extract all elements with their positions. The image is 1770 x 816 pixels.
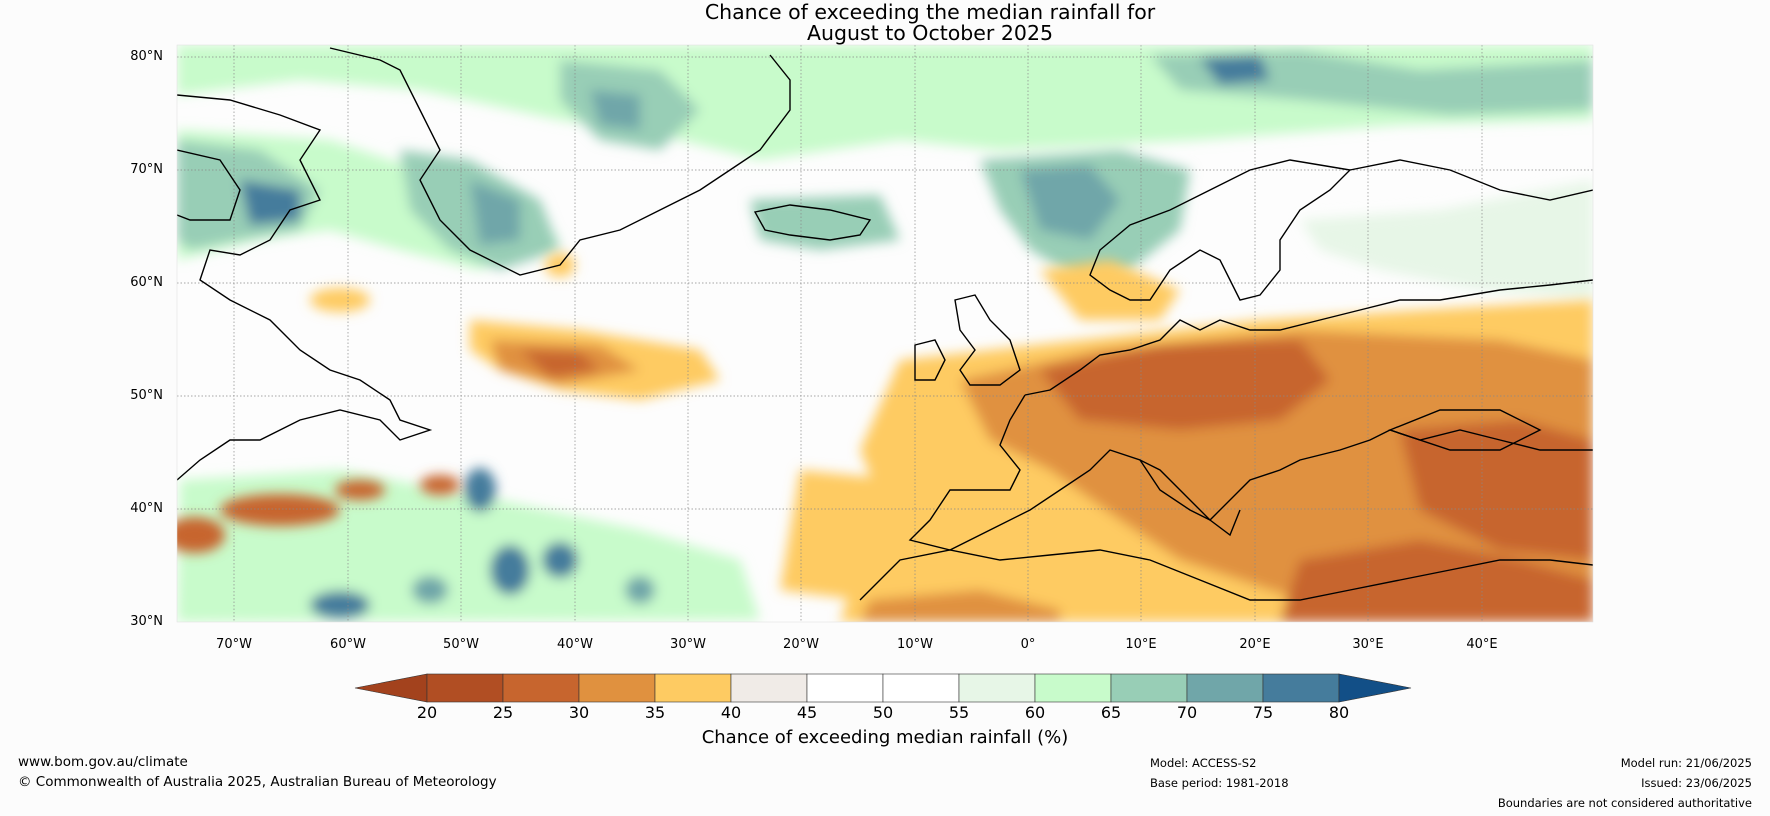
rainfall-field: [177, 45, 1593, 622]
dry-anomaly-areas: [177, 253, 1593, 622]
lat-label-80n: 80°N: [130, 49, 163, 64]
boundaries-disclaimer: Boundaries are not considered authoritat…: [1497, 796, 1752, 810]
lat-label-40n: 40°N: [130, 501, 163, 516]
website-link[interactable]: www.bom.gov.au/climate: [18, 754, 188, 770]
colorbar-label: Chance of exceeding median rainfall (%): [701, 727, 1069, 748]
base-period: Base period: 1981-2018: [1150, 776, 1289, 790]
issued-date: Issued: 23/06/2025: [1641, 776, 1752, 790]
lon-label-20w: 20°W: [783, 637, 819, 652]
model-run-date: Model run: 21/06/2025: [1620, 756, 1752, 770]
map-title-line2: August to October 2025: [806, 21, 1054, 45]
colorbar-segment-25: [502, 673, 580, 703]
lat-label-50n: 50°N: [130, 388, 163, 403]
colorbar-tick-80: 80: [1328, 703, 1350, 722]
colorbar-segment-55: [958, 673, 1036, 703]
colorbar-tick-75: 75: [1252, 703, 1274, 722]
lon-label-30w: 30°W: [670, 637, 706, 652]
colorbar-tick-70: 70: [1176, 703, 1198, 722]
colorbar-tick-60: 60: [1024, 703, 1046, 722]
colorbar-tick-50: 50: [872, 703, 894, 722]
colorbar-segment-35: [654, 673, 732, 703]
colorbar-tick-25: 25: [492, 703, 514, 722]
colorbar-tick-30: 30: [568, 703, 590, 722]
colorbar-tick-40: 40: [720, 703, 742, 722]
model-name: Model: ACCESS-S2: [1150, 756, 1257, 770]
colorbar-segment-40: [730, 673, 808, 703]
copyright-text: © Commonwealth of Australia 2025, Austra…: [18, 774, 497, 790]
lon-label-60w: 60°W: [330, 637, 366, 652]
colorbar-tick-45: 45: [796, 703, 818, 722]
lon-label-10e: 10°E: [1125, 637, 1157, 652]
colorbar-tick-35: 35: [644, 703, 666, 722]
lon-label-70w: 70°W: [216, 637, 252, 652]
colorbar-extend-high: [1338, 673, 1412, 703]
colorbar-segment-65: [1110, 673, 1188, 703]
colorbar-segment-60: [1034, 673, 1112, 703]
lat-label-60n: 60°N: [130, 275, 163, 290]
coastlines: [177, 47, 1593, 601]
lon-label-40w: 40°W: [557, 637, 593, 652]
lon-label-10w: 10°W: [897, 637, 933, 652]
lat-label-30n: 30°N: [130, 614, 163, 629]
colorbar-tick-55: 55: [948, 703, 970, 722]
lon-label-40e: 40°E: [1466, 637, 1498, 652]
colorbar-extend-low: [354, 673, 428, 703]
colorbar-segment-75: [1262, 673, 1340, 703]
lon-label-20e: 20°E: [1239, 637, 1271, 652]
colorbar-segment-20: [426, 673, 504, 703]
map-title-line1: Chance of exceeding the median rainfall …: [704, 0, 1156, 24]
colorbar-tick-20: 20: [416, 703, 438, 722]
colorbar-segment-70: [1186, 673, 1264, 703]
lon-label-50w: 50°W: [443, 637, 479, 652]
colorbar-segment-30: [578, 673, 656, 703]
lat-label-70n: 70°N: [130, 162, 163, 177]
colorbar-tick-65: 65: [1100, 703, 1122, 722]
colorbar-segment-50: [882, 673, 960, 703]
lon-label-30e: 30°E: [1352, 637, 1384, 652]
graticule: [177, 45, 1593, 622]
lon-label-0: 0°: [1020, 637, 1036, 652]
colorbar-segment-45: [806, 673, 884, 703]
map-frame: [176, 44, 1594, 623]
